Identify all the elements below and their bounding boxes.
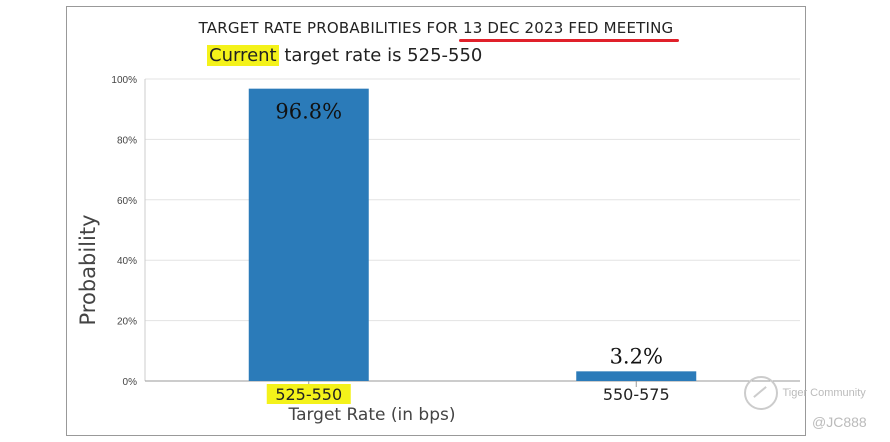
chart-frame: TARGET RATE PROBABILITIES FOR 13 DEC 202…	[66, 6, 806, 436]
chart-subtitle: Current target rate is 525-550	[207, 45, 482, 66]
bar-525-550	[248, 88, 369, 381]
subtitle-text: target rate is 525-550	[278, 45, 483, 66]
y-tick-label: 20%	[117, 317, 137, 328]
category-highlight	[266, 384, 351, 404]
y-tick-label: 60%	[117, 196, 137, 207]
tiger-logo-icon	[744, 376, 778, 410]
y-axis-title: Probability	[76, 214, 100, 325]
chart-title: TARGET RATE PROBABILITIES FOR 13 DEC 202…	[67, 19, 805, 37]
x-axis-title: Target Rate (in bps)	[288, 405, 456, 425]
y-tick-label: 40%	[117, 256, 137, 267]
data-label: 3.2%	[610, 344, 663, 368]
y-tick-label: 100%	[111, 75, 137, 86]
watermark-user: @JC888	[812, 414, 867, 430]
y-tick-label: 80%	[117, 135, 137, 146]
watermark-brand: Tiger Community	[782, 387, 866, 399]
x-tick-label: 550-575	[603, 385, 670, 404]
title-date-highlight: 13 DEC 2023 FED MEETING	[462, 19, 674, 37]
y-tick-label: 0%	[123, 377, 138, 388]
data-label: 96.8%	[275, 100, 342, 124]
subtitle-highlight: Current	[207, 45, 279, 66]
bar-550-575	[576, 371, 697, 381]
x-tick-label: 525-550	[275, 385, 342, 404]
title-prefix: TARGET RATE PROBABILITIES FOR	[198, 19, 463, 37]
watermark: Tiger Community	[744, 376, 866, 410]
